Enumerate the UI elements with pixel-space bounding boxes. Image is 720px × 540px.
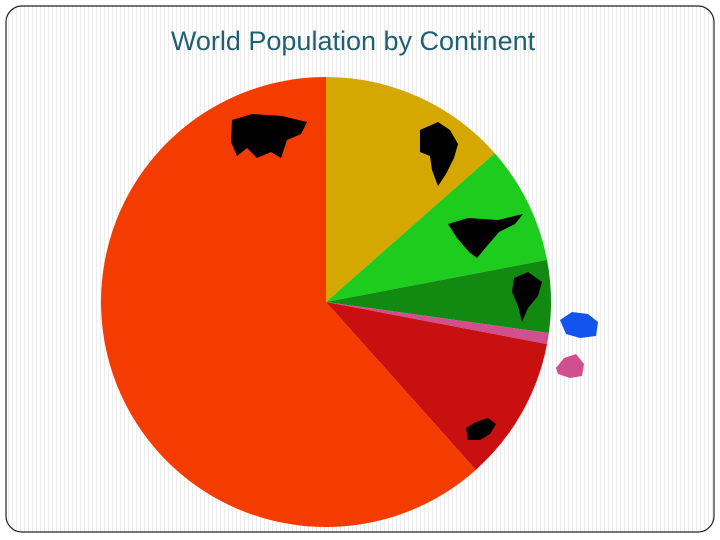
antarctica-icon	[560, 312, 598, 338]
pie-slice	[326, 259, 551, 334]
north-america-icon	[448, 214, 523, 258]
pie-slice	[101, 77, 476, 527]
continent-icons	[231, 114, 598, 440]
oceania-icon	[556, 354, 584, 378]
europe-icon	[466, 418, 496, 440]
pie-slice	[326, 77, 495, 302]
pie-slice	[326, 302, 549, 345]
pie	[101, 77, 551, 527]
africa-icon	[420, 122, 458, 186]
chart-title: World Population by Continent	[171, 26, 536, 56]
south-america-icon	[512, 272, 542, 322]
pie-slice	[326, 153, 548, 302]
asia-icon	[231, 114, 307, 158]
